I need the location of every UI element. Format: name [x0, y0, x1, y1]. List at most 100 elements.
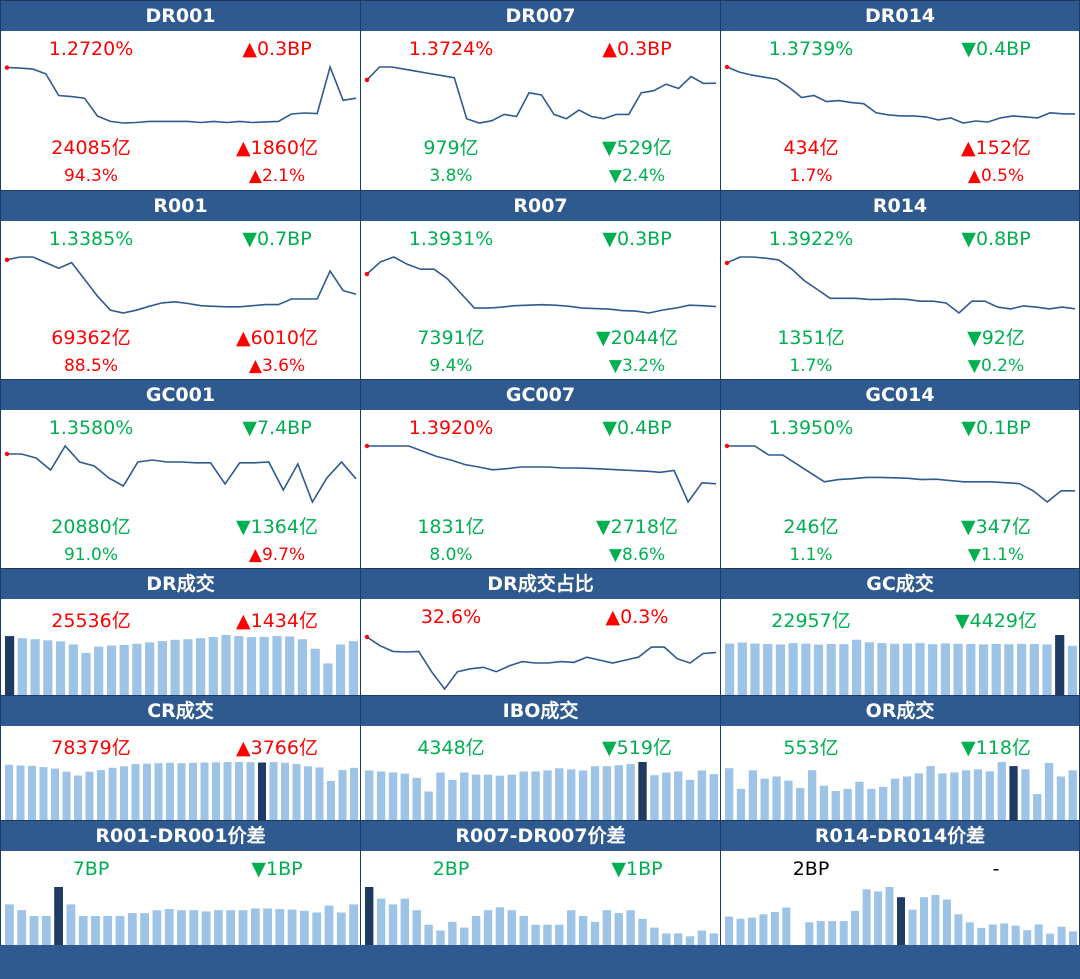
bar	[388, 904, 398, 945]
bar	[55, 641, 66, 695]
bar	[1011, 925, 1020, 945]
share-value: 91.0%	[63, 545, 119, 565]
start-point-marker	[4, 451, 10, 457]
panel-title: R014	[721, 191, 1079, 221]
bar	[1056, 776, 1066, 820]
bar	[831, 791, 840, 820]
bar	[801, 643, 811, 695]
bar-highlighted	[365, 887, 374, 945]
bar	[388, 772, 398, 820]
bar	[5, 764, 13, 820]
bar	[826, 644, 836, 695]
bar	[867, 788, 876, 820]
bar	[1023, 930, 1032, 945]
bar	[864, 642, 874, 695]
panel-gc001: GC001 1.3580% ▼7.4BP 20880亿 ▼1364亿 91.0% ▲9.7%	[0, 379, 361, 569]
bar	[997, 762, 1006, 820]
bar	[315, 767, 324, 820]
bar	[234, 636, 244, 695]
bar	[862, 889, 871, 945]
panel-or-: OR成交 553亿 ▼118亿	[720, 695, 1080, 821]
share-change: ▼1.1%	[967, 545, 1025, 565]
rate-change: ▲0.3BP	[242, 38, 312, 60]
rate-change: ▼4429亿	[955, 610, 1037, 632]
bar	[157, 641, 167, 695]
bar	[208, 637, 218, 695]
bar	[914, 773, 923, 820]
bar	[460, 772, 469, 820]
volume-change: ▼1364亿	[236, 516, 318, 538]
bar	[297, 639, 307, 695]
volume-change: ▼92亿	[967, 327, 1025, 349]
panel-title: R014-DR014价差	[721, 821, 1079, 851]
series-line	[366, 636, 717, 691]
line-chart	[364, 256, 717, 314]
bar	[221, 635, 231, 695]
volume-value: 434亿	[783, 137, 839, 159]
bar	[300, 910, 309, 945]
bar	[226, 910, 236, 945]
bar	[108, 767, 117, 820]
bar	[200, 762, 209, 820]
bar-highlighted	[638, 762, 647, 820]
share-value: 1.1%	[789, 545, 833, 565]
bar	[614, 765, 623, 820]
bar	[953, 643, 963, 695]
start-point-marker	[364, 443, 370, 449]
bar	[376, 898, 386, 945]
bar	[978, 644, 989, 695]
series-line	[367, 445, 717, 504]
bar	[805, 922, 814, 945]
bar	[977, 927, 986, 945]
share-value: 94.3%	[63, 166, 119, 186]
bar	[1021, 769, 1030, 820]
panel-title: GC014	[721, 380, 1079, 410]
bar	[131, 764, 140, 820]
panel-r007-dr007-: R007-DR007价差 2BP ▼1BP	[360, 820, 721, 946]
share-value: 8.0%	[429, 545, 473, 565]
bar	[590, 921, 600, 945]
bar-chart	[5, 762, 358, 820]
bar	[29, 916, 39, 945]
rate-change: ▲3766亿	[236, 737, 318, 759]
rate-value: 553亿	[783, 737, 839, 759]
bar	[879, 786, 888, 820]
volume-value: 69362亿	[51, 327, 131, 349]
bar	[788, 643, 798, 695]
bar	[1042, 644, 1052, 695]
bar	[709, 774, 718, 820]
bar	[28, 765, 36, 820]
bar	[154, 763, 163, 820]
series-line	[726, 66, 1076, 124]
bar-chart	[5, 887, 358, 945]
series-line	[6, 64, 357, 124]
bar	[555, 924, 564, 945]
line-chart	[364, 634, 717, 691]
bar	[813, 644, 824, 695]
bar-chart	[365, 762, 718, 820]
bar	[196, 638, 206, 695]
bar	[287, 909, 297, 945]
bar	[874, 891, 883, 945]
bar	[685, 936, 695, 945]
share-value: 1.7%	[789, 356, 833, 376]
bar	[164, 909, 174, 945]
panel-title: DR014	[721, 1, 1079, 31]
bar	[448, 921, 457, 945]
bar	[602, 766, 612, 820]
bar	[412, 777, 421, 820]
bar	[272, 636, 282, 695]
series-line	[726, 256, 1076, 315]
bar	[85, 771, 94, 820]
bar	[950, 772, 959, 820]
line-chart	[4, 64, 357, 124]
bar-highlighted	[1009, 766, 1018, 820]
panel-title: GC007	[361, 380, 720, 410]
rate-value: 1.3385%	[48, 228, 134, 250]
bar	[890, 778, 900, 820]
bar	[16, 765, 25, 820]
bar	[931, 895, 940, 945]
bar	[942, 899, 951, 945]
rate-value: 22957亿	[771, 610, 851, 632]
bar	[39, 767, 48, 820]
